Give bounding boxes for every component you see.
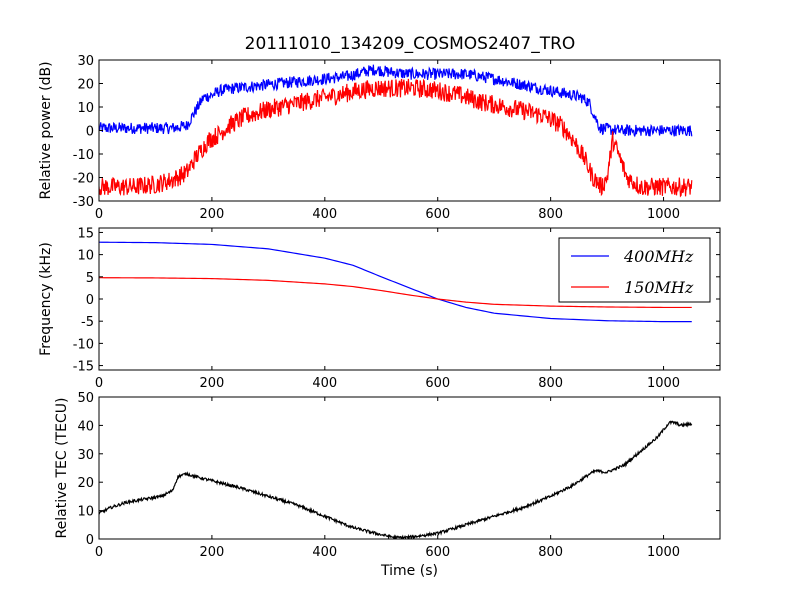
y-tick-label: -15 <box>73 360 94 375</box>
x-tick-label: 400 <box>312 545 337 560</box>
y-tick-label: 10 <box>77 505 94 520</box>
series-line-150mhz <box>99 277 692 309</box>
series-line-1 <box>99 420 693 539</box>
series-line-1 <box>99 64 693 138</box>
x-tick-label: 800 <box>538 207 563 222</box>
chart-panels: 0 200 400 600 800 1000-30-20-100102030Relativ… <box>38 54 721 579</box>
panel-2: 0 200 400 600 800 1000 -15 -10 -5 0 5 10 15 Frequency… <box>38 226 721 391</box>
series-line-2 <box>99 78 693 198</box>
y-tick-label: 0 <box>86 293 94 308</box>
y-axis-label: Relative TEC (TECU) <box>54 398 70 539</box>
axes-frame <box>98 396 721 540</box>
y-tick-label: 0 <box>86 533 94 548</box>
panel-1: 0 200 400 600 800 1000 -30 -20 -10 0 10 20 30 Relativ… <box>38 54 721 222</box>
x-tick-label: 600 <box>425 376 450 391</box>
y-tick-label: 10 <box>77 249 94 264</box>
x-axis-label: Time (s) <box>380 563 438 579</box>
x-tick-label: 400 <box>312 376 337 391</box>
y-tick-label: -10 <box>73 337 94 352</box>
y-tick-label: 30 <box>77 54 94 69</box>
y-tick-label: 30 <box>77 448 94 463</box>
y-tick-label: 0 <box>86 125 94 140</box>
x-tick-label: 800 <box>538 376 563 391</box>
y-tick-label: -10 <box>73 148 94 163</box>
y-tick-label: 20 <box>77 476 94 491</box>
x-tick-label: 400 <box>312 207 337 222</box>
x-tick-label: 200 <box>199 207 224 222</box>
y-tick-label: 15 <box>77 226 94 241</box>
x-tick-label: 1000 <box>647 376 680 391</box>
legend-label: 150MHz <box>624 278 694 297</box>
legend-label: 400MHz <box>623 247 694 266</box>
x-tick-label: 200 <box>199 376 224 391</box>
y-tick-label: 40 <box>77 419 94 434</box>
series-line-400mhz <box>99 241 692 323</box>
x-tick-label: 0 <box>95 376 103 391</box>
y-tick-label: -30 <box>73 195 94 210</box>
legend: 400MHz 150MHz <box>558 237 711 303</box>
x-tick-label: 0 <box>95 545 103 560</box>
x-tick-label: 200 <box>199 545 224 560</box>
legend-box <box>558 237 711 303</box>
x-tick-label: 0 <box>95 207 103 222</box>
x-tick-label: 1000 <box>647 207 680 222</box>
y-tick-label: -5 <box>81 315 94 330</box>
x-tick-label: 600 <box>425 207 450 222</box>
y-tick-label: 20 <box>77 78 94 93</box>
panel-3: 0 200 400 600 800 1000 0 10 20 30 40 50 Relative TEC… <box>54 391 721 579</box>
x-tick-label: 600 <box>425 545 450 560</box>
figure-title: 20111010_134209_COSMOS2407_TRO <box>245 34 576 54</box>
y-axis-label: Frequency (kHz) <box>38 242 54 356</box>
y-tick-label: 50 <box>77 391 94 406</box>
x-tick-label: 800 <box>538 545 563 560</box>
y-tick-label: 5 <box>86 271 94 286</box>
y-tick-label: -20 <box>73 172 94 187</box>
y-axis-label: Relative power (dB) <box>38 61 54 199</box>
x-tick-label: 1000 <box>647 545 680 560</box>
y-tick-label: 10 <box>77 101 94 116</box>
